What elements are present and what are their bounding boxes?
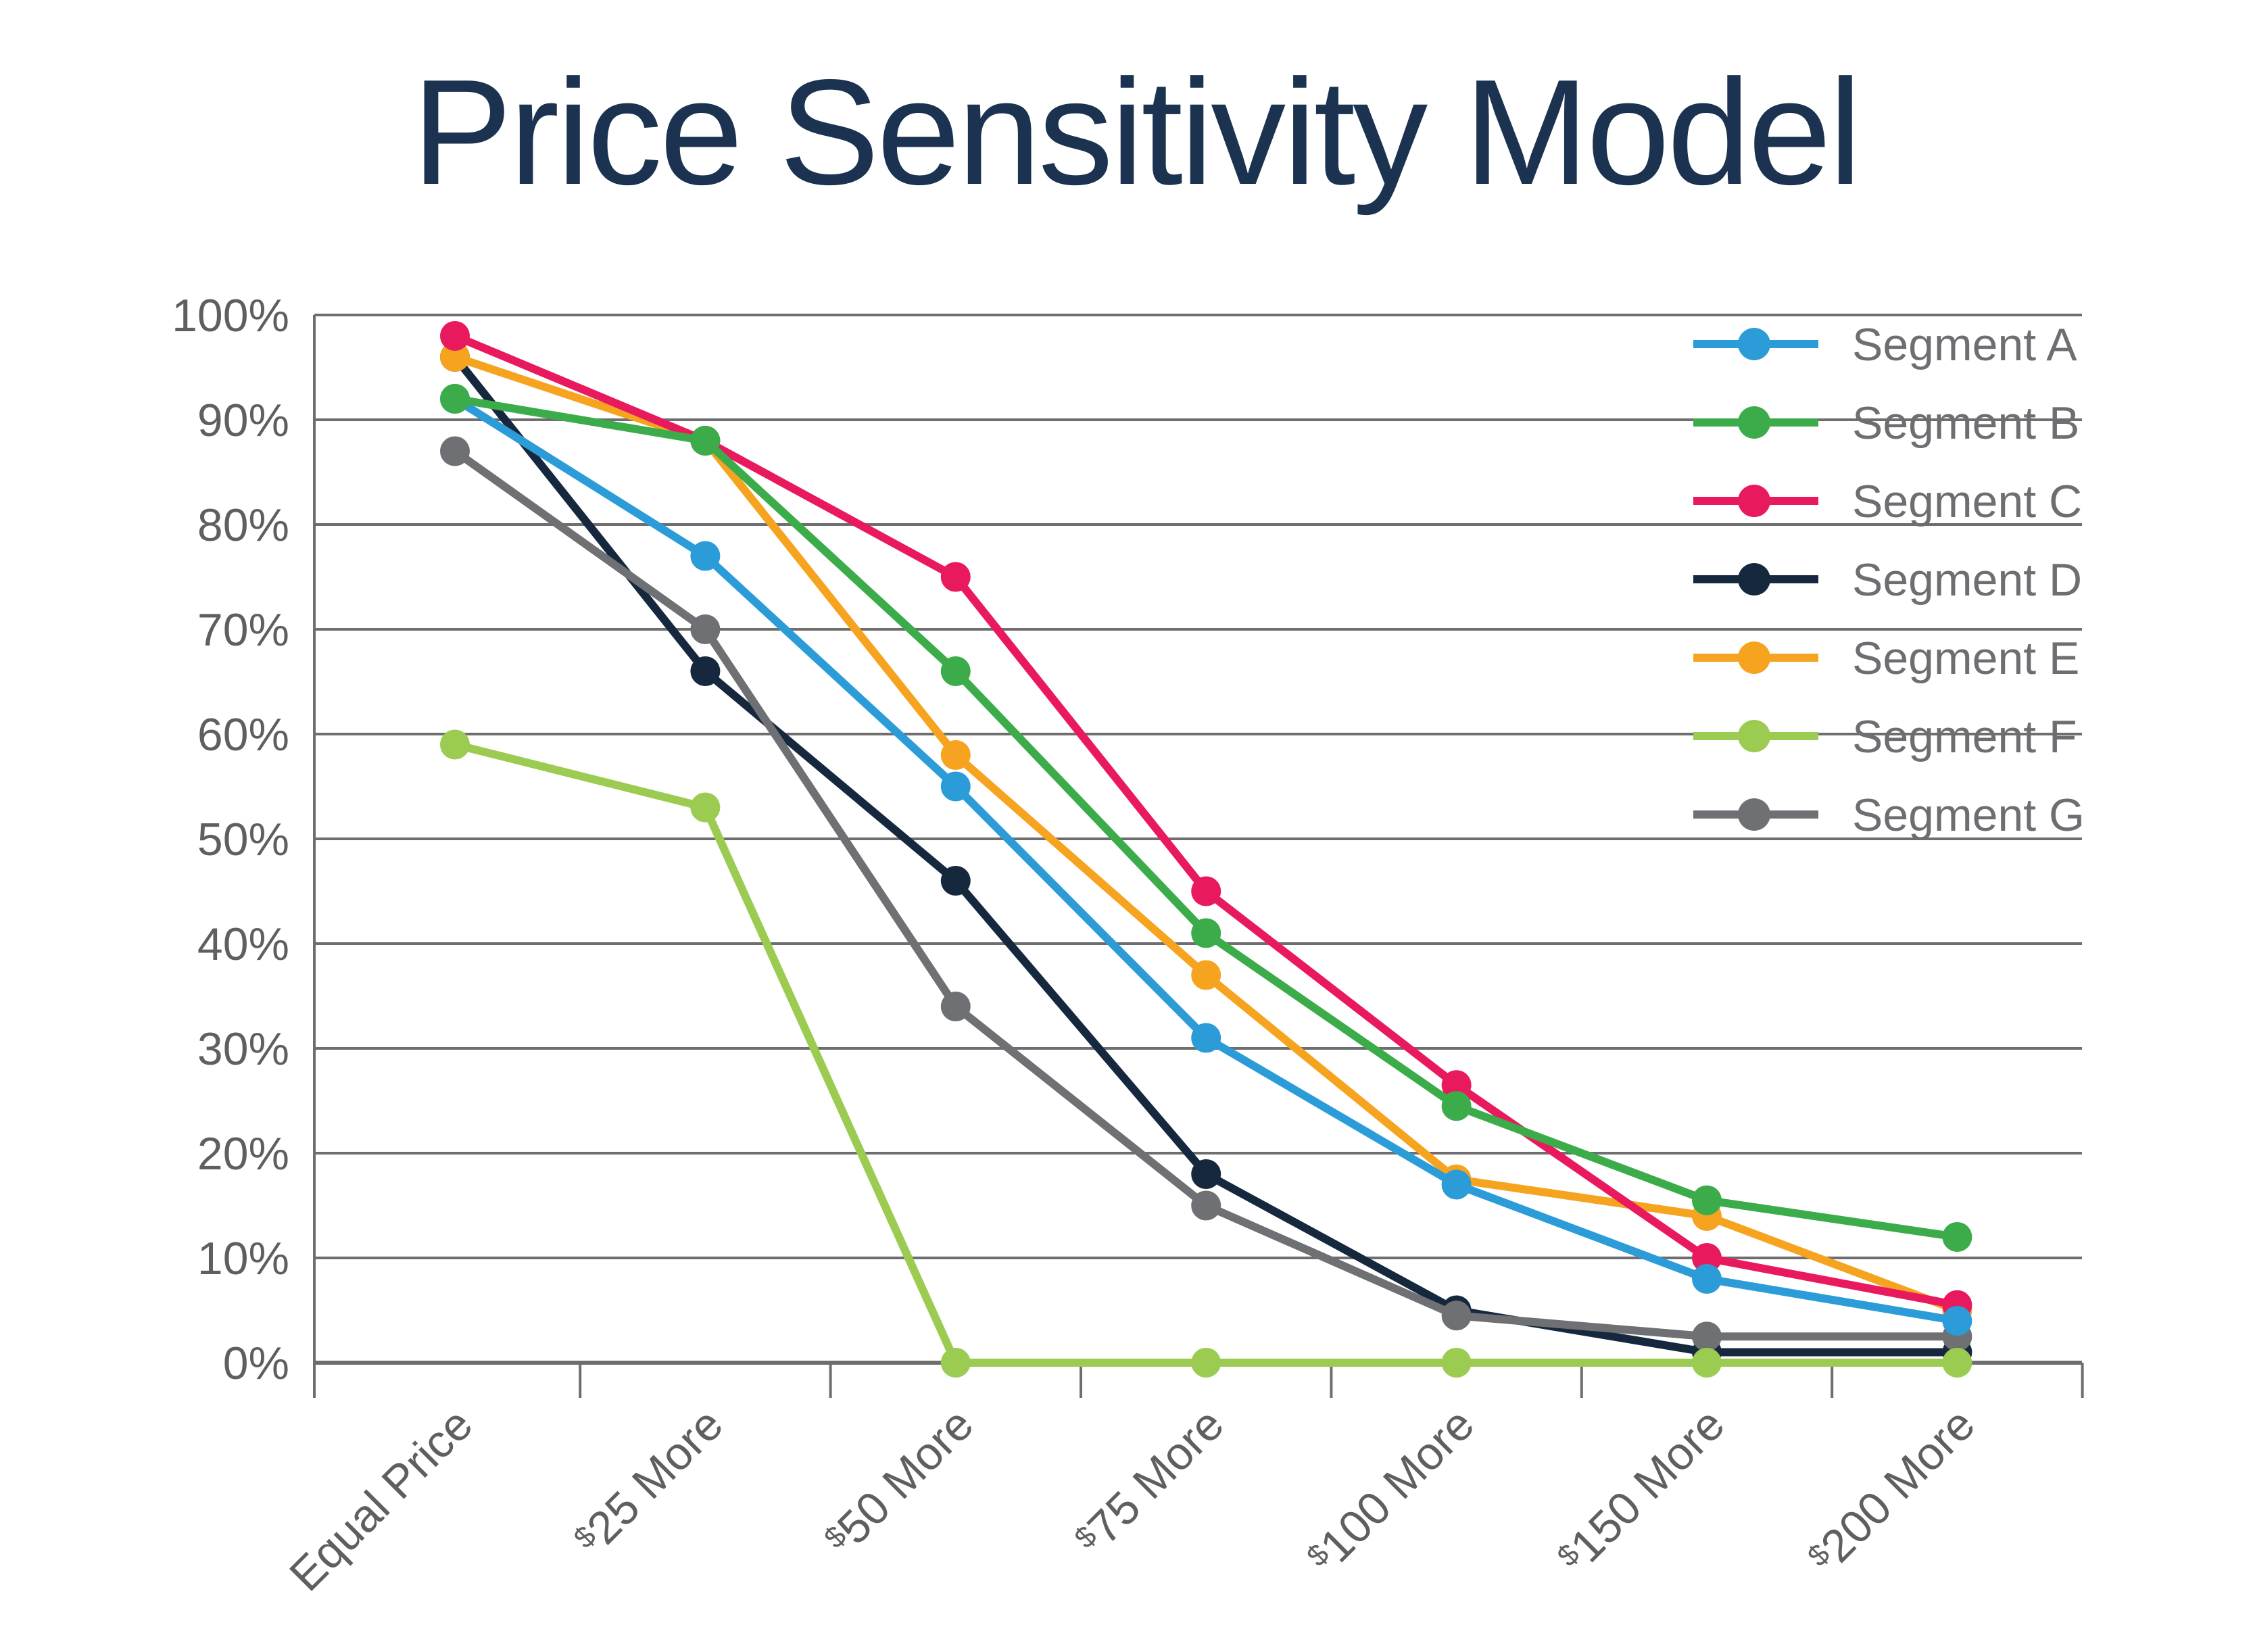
y-axis-tick-label: 70% <box>197 604 289 656</box>
y-axis-tick-label: 100% <box>172 290 289 341</box>
data-point-segment-d <box>940 866 971 896</box>
data-point-segment-e <box>940 740 971 770</box>
series-line-segment-f <box>451 740 1962 1367</box>
y-axis-tick-label: 20% <box>197 1128 289 1180</box>
chart-title: Price Sensitivity Model <box>412 49 1859 216</box>
legend-item-segment-e: Segment E <box>1693 633 2079 684</box>
data-point-segment-b <box>940 656 971 686</box>
legend-marker-dot <box>1738 406 1770 439</box>
data-point-segment-b <box>690 426 721 456</box>
data-point-segment-b <box>1191 918 1221 948</box>
series-segment-g <box>440 436 1972 1352</box>
series-segment-f <box>440 729 1972 1378</box>
x-axis-category-label: $150 More <box>1549 1399 1734 1584</box>
y-axis-tick-label: 60% <box>197 709 289 760</box>
x-axis-category-label: $100 More <box>1299 1399 1484 1584</box>
legend-marker-dot <box>1738 798 1770 831</box>
legend-marker-dot <box>1738 328 1770 360</box>
legend-label: Segment B <box>1852 397 2079 449</box>
x-axis-category-label: $25 More <box>566 1399 733 1565</box>
data-point-segment-g <box>440 436 470 466</box>
legend-marker-dot <box>1738 563 1770 596</box>
data-point-segment-c <box>1692 1243 1722 1273</box>
legend-label: Segment C <box>1852 476 2082 527</box>
legend-marker-dot <box>1738 720 1770 752</box>
data-point-segment-c <box>1191 876 1221 906</box>
axes <box>313 315 2084 1398</box>
legend-marker-dot <box>1738 485 1770 517</box>
x-axis-category-labels: Equal Price $25 More $50 More $75 More $100 … <box>280 1399 1985 1601</box>
data-point-segment-g <box>1441 1301 1472 1331</box>
data-point-segment-f <box>1191 1348 1221 1378</box>
series-group <box>440 321 1972 1378</box>
data-point-segment-f <box>690 792 721 823</box>
data-point-segment-f <box>1692 1348 1722 1378</box>
x-axis-category-label: $75 More <box>1066 1399 1233 1565</box>
legend-item-segment-g: Segment G <box>1693 789 2085 841</box>
legend-item-segment-d: Segment D <box>1693 554 2082 606</box>
legend-item-segment-a: Segment A <box>1693 319 2077 370</box>
data-point-segment-g <box>690 614 721 644</box>
data-point-segment-f <box>940 1348 971 1378</box>
data-point-segment-a <box>940 771 971 802</box>
data-point-segment-b <box>1942 1222 1972 1252</box>
data-point-segment-g <box>940 992 971 1021</box>
data-point-segment-b <box>440 384 470 414</box>
y-axis-tick-label: 40% <box>197 919 289 970</box>
x-axis-category-label: $50 More <box>816 1399 983 1565</box>
y-axis-tick-labels: 0% 10% 20% 30% 40% 50% 60% 70% 80% 90% 100% <box>172 290 289 1389</box>
data-point-segment-d <box>690 656 721 686</box>
y-axis-tick-label: 50% <box>197 814 289 865</box>
data-point-segment-c <box>440 321 470 351</box>
y-axis-tick-label: 0% <box>223 1338 289 1389</box>
data-point-segment-a <box>1441 1169 1472 1200</box>
data-point-segment-b <box>1441 1091 1472 1121</box>
legend-item-segment-f: Segment F <box>1693 711 2077 762</box>
legend-label: Segment A <box>1852 319 2077 370</box>
data-point-segment-g <box>1191 1190 1221 1221</box>
legend-item-segment-b: Segment B <box>1693 397 2079 449</box>
y-axis-tick-label: 30% <box>197 1023 289 1075</box>
data-point-segment-e <box>1191 960 1221 990</box>
data-point-segment-b <box>1692 1185 1722 1215</box>
legend-label: Segment E <box>1852 633 2079 684</box>
x-axis-category-label: Equal Price <box>280 1399 483 1601</box>
legend-label: Segment G <box>1852 789 2085 841</box>
data-point-segment-c <box>940 562 971 592</box>
data-point-segment-g <box>1692 1321 1722 1352</box>
data-point-segment-a <box>1191 1023 1221 1053</box>
y-axis-tick-label: 90% <box>197 395 289 446</box>
x-axis-category-label: $200 More <box>1799 1399 1985 1584</box>
legend-label: Segment D <box>1852 554 2082 606</box>
legend-label: Segment F <box>1852 711 2077 762</box>
data-point-segment-e <box>440 342 470 372</box>
data-point-segment-a <box>1942 1306 1972 1336</box>
data-point-segment-f <box>1942 1348 1972 1378</box>
data-point-segment-f <box>1441 1348 1472 1378</box>
series-segment-b <box>440 384 1972 1252</box>
y-axis-tick-label: 10% <box>197 1233 289 1284</box>
legend-marker-dot <box>1738 641 1770 674</box>
legend-item-segment-c: Segment C <box>1693 476 2082 527</box>
data-point-segment-d <box>1191 1159 1221 1189</box>
data-point-segment-a <box>1692 1264 1722 1294</box>
data-point-segment-a <box>690 541 721 571</box>
legend: Segment A Segment B Segment C Segment D Segm… <box>1693 319 2085 841</box>
data-point-segment-c <box>1441 1070 1472 1100</box>
data-point-segment-f <box>440 729 470 760</box>
y-axis-tick-label: 80% <box>197 500 289 551</box>
